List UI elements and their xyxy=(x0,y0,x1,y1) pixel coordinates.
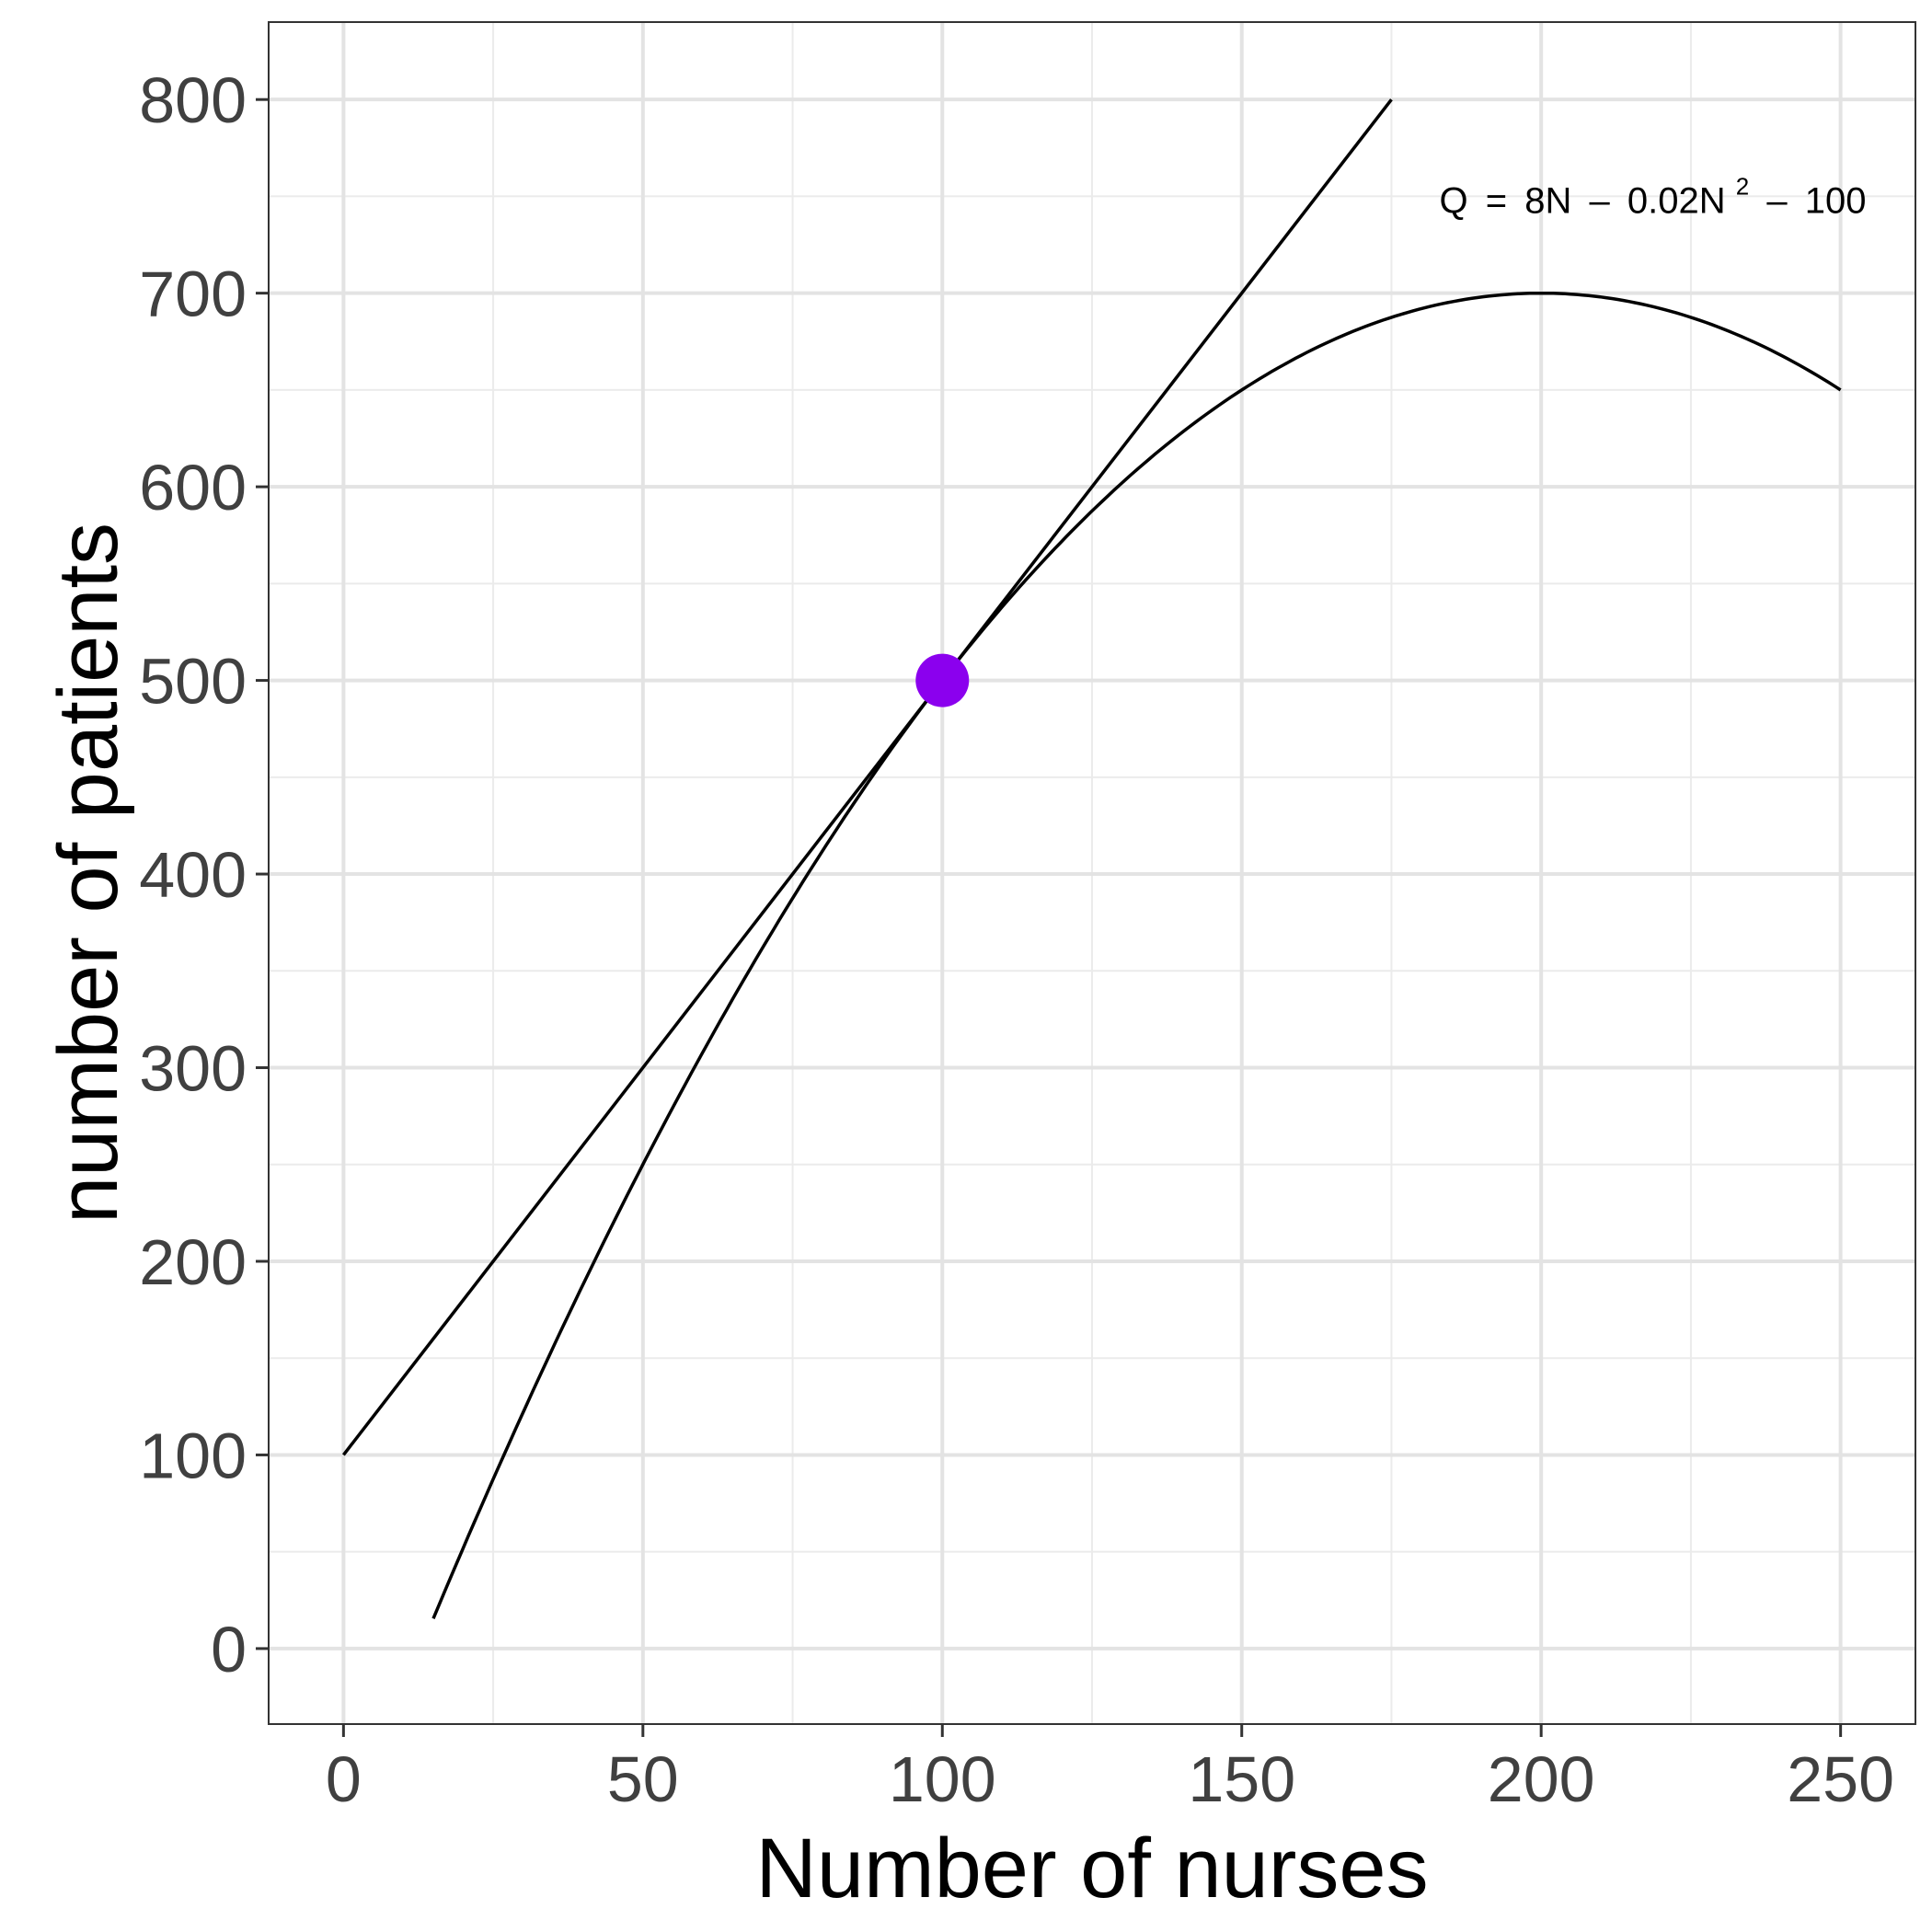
x-axis-title: Number of nurses xyxy=(755,1822,1428,1915)
y-tick-label: 700 xyxy=(139,259,247,330)
x-tick-label: 200 xyxy=(1488,1743,1595,1815)
production-curve xyxy=(431,291,1842,1619)
y-tick-label: 300 xyxy=(139,1033,247,1105)
axis-ticks: 0 50 100 150 200 250 0 100 200 300 400 500 600 700 800 xyxy=(139,64,1894,1815)
x-tick-label: 100 xyxy=(889,1743,996,1815)
y-tick-label: 0 xyxy=(211,1614,247,1685)
y-axis-title: number of patients xyxy=(41,523,135,1224)
tangent-line xyxy=(341,98,1393,1456)
points-layer xyxy=(915,653,970,707)
y-tick-label: 200 xyxy=(139,1226,247,1298)
y-tick-label: 400 xyxy=(139,839,247,911)
tangent-point xyxy=(915,653,970,707)
x-tick-label: 0 xyxy=(326,1743,362,1815)
x-tick-label: 150 xyxy=(1188,1743,1295,1815)
equation-minus-1: – xyxy=(1590,181,1611,222)
y-tick-label: 800 xyxy=(139,64,247,136)
y-tick-label: 500 xyxy=(139,646,247,718)
x-tick-label: 250 xyxy=(1787,1743,1894,1815)
x-tick-label: 50 xyxy=(607,1743,679,1815)
series-layer xyxy=(341,98,1842,1619)
major-gridlines xyxy=(269,22,1915,1724)
equation-lhs: Q xyxy=(1440,181,1468,222)
equation-term-1: 8N xyxy=(1524,181,1571,222)
equation-term-3: 100 xyxy=(1805,181,1867,222)
y-tick-label: 100 xyxy=(139,1420,247,1491)
equation-exponent: 2 xyxy=(1736,173,1749,201)
equation-equals: = xyxy=(1486,181,1507,222)
equation-minus-2: – xyxy=(1766,181,1788,222)
y-tick-label: 600 xyxy=(139,452,247,523)
equation-annotation: Q = 8N – 0.02N 2 – 100 xyxy=(1440,163,1867,222)
equation-term-2: 0.02N xyxy=(1627,181,1726,222)
